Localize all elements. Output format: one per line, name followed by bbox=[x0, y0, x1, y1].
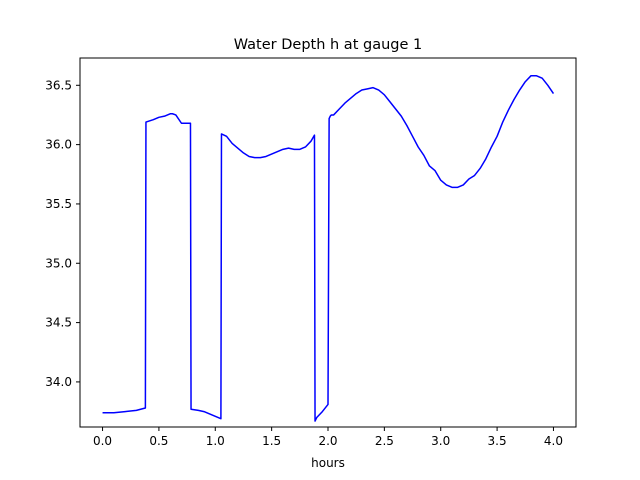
x-tick-label: 0.5 bbox=[149, 434, 168, 448]
y-tick-label: 35.5 bbox=[45, 197, 72, 211]
y-tick-label: 36.0 bbox=[45, 138, 72, 152]
water-depth-series-line bbox=[102, 75, 555, 422]
y-tick-label: 35.0 bbox=[45, 256, 72, 270]
y-tick-label: 34.5 bbox=[45, 316, 72, 330]
axes-frame bbox=[79, 57, 577, 428]
x-tick-label: 1.0 bbox=[206, 434, 225, 448]
y-axis-ticks: 34.0 34.5 35.0 35.5 36.0 36.5 bbox=[45, 78, 80, 389]
x-tick-label: 3.0 bbox=[431, 434, 450, 448]
x-axis-ticks: 0.0 0.5 1.0 1.5 2.0 2.5 3.0 3.5 4.0 bbox=[93, 427, 563, 448]
x-tick-label: 3.5 bbox=[488, 434, 507, 448]
x-axis-label: hours bbox=[311, 456, 345, 470]
x-tick-label: 2.0 bbox=[318, 434, 337, 448]
chart-title: Water Depth h at gauge 1 bbox=[234, 37, 422, 53]
x-tick-label: 0.0 bbox=[93, 434, 112, 448]
x-tick-label: 4.0 bbox=[544, 434, 563, 448]
x-tick-label: 1.5 bbox=[262, 434, 281, 448]
x-tick-label: 2.5 bbox=[375, 434, 394, 448]
y-tick-label: 36.5 bbox=[45, 78, 72, 92]
y-tick-label: 34.0 bbox=[45, 375, 72, 389]
